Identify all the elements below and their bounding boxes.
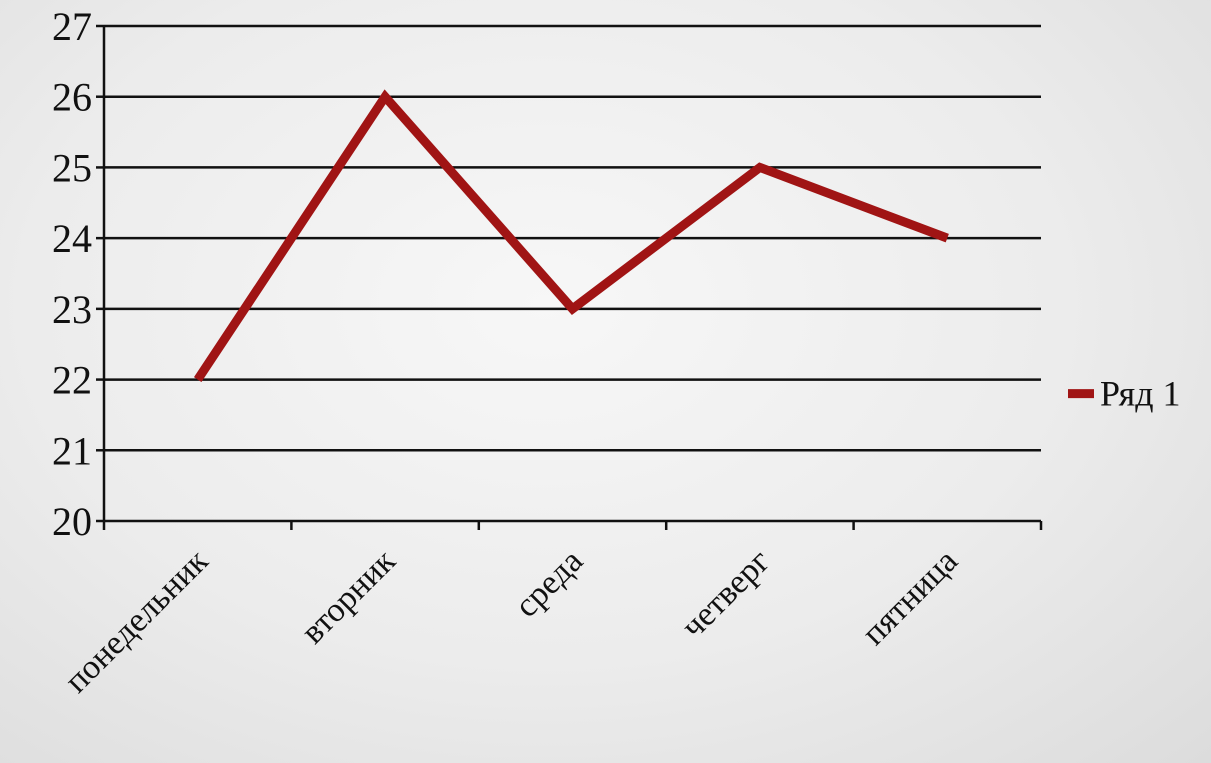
legend: Ряд 1 xyxy=(1068,374,1181,414)
y-tick-labels: 20 21 22 23 24 25 26 27 xyxy=(52,4,92,544)
x-tick-label: среда xyxy=(508,542,590,624)
gridlines xyxy=(104,24,1041,452)
x-tick-labels: понедельник вторник среда четверг пятница xyxy=(58,542,965,700)
y-tick-label: 26 xyxy=(52,75,92,120)
y-tick-label: 21 xyxy=(52,428,92,473)
x-tick-label: понедельник xyxy=(58,542,216,700)
y-tick-label: 27 xyxy=(52,4,92,49)
legend-label: Ряд 1 xyxy=(1100,374,1181,414)
y-tick-label: 25 xyxy=(52,145,92,190)
x-tick-label: вторник xyxy=(294,542,403,651)
y-tick-label: 20 xyxy=(52,499,92,544)
y-tick-label: 23 xyxy=(52,287,92,332)
x-tick-label: четверг xyxy=(674,542,777,645)
series-lines xyxy=(193,89,949,383)
x-tick-label: пятница xyxy=(855,542,965,652)
y-tick-label: 22 xyxy=(52,358,92,403)
axes xyxy=(96,24,1043,530)
y-tick-label: 24 xyxy=(52,216,92,261)
